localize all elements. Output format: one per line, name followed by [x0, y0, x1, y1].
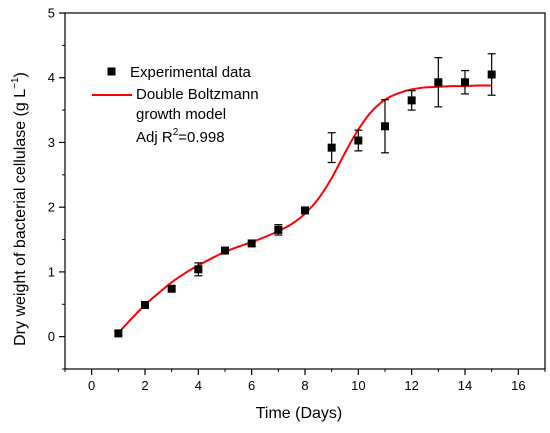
legend-label-experimental: Experimental data [130, 64, 252, 81]
data-point [487, 53, 496, 96]
data-point [461, 70, 469, 95]
x-axis-title: Time (Days) [256, 405, 343, 422]
x-tick-label: 4 [195, 378, 202, 393]
data-point [221, 246, 229, 255]
y-tick-label: 1 [48, 264, 55, 279]
data-marker [301, 206, 309, 215]
legend-label-model-line2: growth model [136, 106, 226, 123]
legend-marker-experimental [107, 67, 116, 76]
data-marker [167, 284, 176, 293]
x-tick-label: 2 [141, 378, 148, 393]
legend-label-model-line1: Double Boltzmann [136, 86, 259, 103]
x-tick-label: 10 [351, 378, 365, 393]
data-point [274, 224, 283, 236]
data-point [247, 239, 256, 248]
x-tick-label: 16 [511, 378, 525, 393]
data-marker [221, 246, 229, 255]
data-marker [247, 239, 256, 248]
data-marker [487, 70, 496, 79]
data-marker [407, 96, 416, 105]
data-marker [434, 78, 443, 87]
legend: Experimental data Double Boltzmann growt… [92, 64, 259, 146]
x-tick-label: 12 [404, 378, 418, 393]
y-tick-label: 3 [48, 135, 55, 150]
y-tick-label: 0 [48, 329, 55, 344]
data-point [194, 262, 203, 277]
data-point [381, 99, 389, 154]
data-marker [461, 78, 469, 87]
data-point [354, 129, 363, 152]
data-marker [354, 136, 363, 145]
y-tick-label: 4 [48, 70, 55, 85]
data-point [167, 284, 176, 293]
data-point [327, 132, 336, 164]
y-axis-title: Dry weight of bacterial cellulase (g L−1… [10, 72, 29, 346]
data-marker [381, 122, 389, 131]
x-tick-label: 14 [458, 378, 472, 393]
x-tick-label: 6 [248, 378, 255, 393]
data-marker [327, 143, 336, 152]
data-marker [274, 225, 283, 234]
data-marker [114, 329, 123, 338]
data-marker [141, 300, 149, 309]
data-point [301, 206, 309, 215]
y-tick-label: 2 [48, 200, 55, 215]
data-point [434, 57, 443, 108]
legend-r-squared: Adj R2=0.998 [136, 127, 225, 146]
data-point [114, 329, 123, 338]
data-point [407, 90, 416, 111]
data-point [141, 300, 149, 309]
x-tick-label: 8 [301, 378, 308, 393]
y-tick-label: 5 [48, 6, 55, 21]
x-tick-label: 0 [88, 378, 95, 393]
data-marker [194, 265, 203, 274]
